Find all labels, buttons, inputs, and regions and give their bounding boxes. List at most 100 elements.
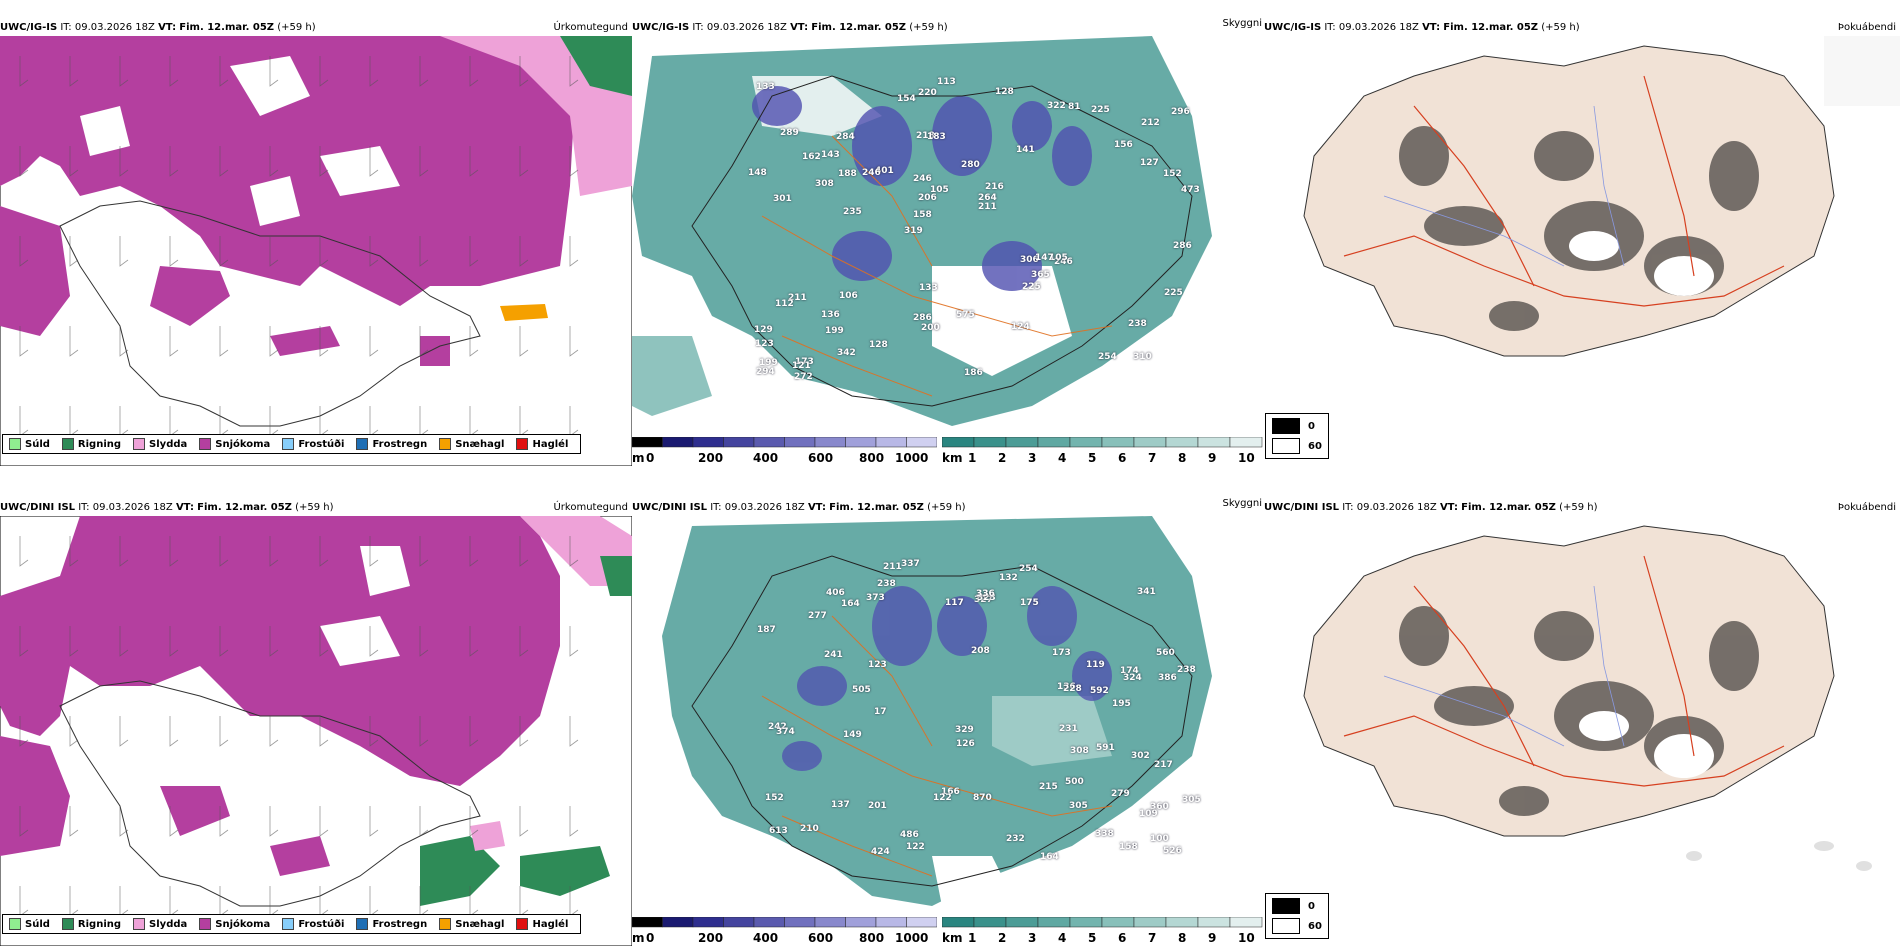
cloud-base-value: 232 (1006, 834, 1025, 844)
fog-legend-label: 0 (1308, 420, 1315, 432)
visibility-tick: 1 (968, 451, 977, 465)
cloud-base-value: 294 (756, 367, 775, 377)
visibility-unit: km (942, 451, 963, 465)
visibility-tick: 6 (1118, 931, 1127, 945)
legend-swatch (282, 438, 295, 450)
colorbar-segment (784, 437, 816, 448)
legend-label: Snæhagl (455, 438, 505, 450)
it-label: IT: (1342, 502, 1354, 513)
cloud-base-value: 305 (1182, 795, 1201, 805)
legend-label: Frostúði (298, 438, 345, 450)
cloud-base-unit: m (632, 451, 645, 465)
visibility-tick: 5 (1088, 931, 1097, 945)
cloud-base-value: 406 (826, 588, 845, 598)
cloud-base-colorbar: m 0 200 400 600 800 1000 (632, 917, 937, 947)
cloud-base-value: 319 (904, 226, 923, 236)
vt-label: VT: (790, 22, 809, 33)
fog-panel-bottom: UWC/DINI ISL IT: 09.03.2026 18Z VT: Fim.… (1264, 494, 1900, 942)
legend-item-sudd: Súld (9, 918, 50, 930)
cloud-base-value: 123 (868, 660, 887, 670)
vt-value: Fim. 12.mar. 05Z (1461, 502, 1556, 513)
product-title: Úrkomutegund (553, 22, 628, 33)
cloud-base-value: 238 (1128, 319, 1147, 329)
it-label: IT: (1324, 22, 1336, 33)
cloud-base-value: 401 (875, 166, 894, 176)
cloud-base-value: 81 (1068, 102, 1081, 112)
legend-swatch (199, 918, 212, 930)
cloud-base-value: 337 (901, 559, 920, 569)
cloud-base-tick: 400 (753, 931, 779, 945)
colorbar-segment (1133, 437, 1167, 448)
colorbar-segment (1101, 437, 1135, 448)
model-name: UWC/IG-IS (1264, 22, 1322, 33)
cloud-base-value: 119 (1086, 660, 1105, 670)
it-label: IT: (692, 22, 704, 33)
product-title: Úrkomutegund (553, 502, 628, 513)
cloud-base-value: 122 (933, 793, 952, 803)
legend-item-rigning: Rigning (61, 438, 121, 450)
cloud-base-value: 215 (1039, 782, 1058, 792)
cloud-base-value: 199 (825, 326, 844, 336)
visibility-tick: 7 (1148, 931, 1157, 945)
cloud-base-tick: 800 (859, 451, 885, 465)
colorbar-segment (973, 437, 1007, 448)
cloud-base-value: 575 (956, 310, 975, 320)
colorbar-segment (723, 917, 755, 928)
cloud-base-value: 158 (1119, 842, 1138, 852)
fog-legend-row: 0 (1272, 898, 1322, 914)
cloud-base-value: 152 (1163, 169, 1182, 179)
visibility-tick: 8 (1178, 931, 1187, 945)
cloud-base-value: 154 (897, 94, 916, 104)
cloud-base-value: 136 (1057, 682, 1076, 692)
cloud-base-value: 166 (941, 787, 960, 797)
legend-swatch (439, 918, 452, 930)
lead-time: (+59 h) (927, 502, 966, 513)
legend-label: Slydda (149, 438, 188, 450)
cloud-base-value: 112 (775, 299, 794, 309)
cloud-base-colorbar-svg (632, 437, 937, 448)
fog-legend-label: 0 (1308, 900, 1315, 912)
legend-label: Haglél (532, 438, 569, 450)
cloud-base-value: 336 (976, 589, 995, 599)
cloud-base-value: 132 (999, 573, 1018, 583)
fog-legend: 0 60 (1265, 893, 1329, 939)
visibility-colorbar-svg (942, 437, 1263, 448)
colorbar-segment (1229, 437, 1263, 448)
vt-label: VT: (175, 502, 194, 513)
legend-label: Snæhagl (455, 918, 505, 930)
cloud-base-value: 308 (815, 179, 834, 189)
fog-map (1303, 36, 1900, 357)
colorbar-segment (942, 917, 975, 928)
visibility-colorbar: km 1 2 3 4 5 6 7 8 9 10 (942, 917, 1264, 947)
colorbar-segment (845, 917, 877, 928)
fog-swatch-black (1272, 418, 1300, 434)
colorbar-segment (942, 437, 975, 448)
cloud-base-value: 238 (877, 579, 896, 589)
cloud-base-value: 225 (1022, 282, 1041, 292)
cloud-base-value: 100 (1150, 834, 1169, 844)
cloud-base-value: 302 (1131, 751, 1150, 761)
cloud-base-value: 117 (945, 598, 964, 608)
lead-time: (+59 h) (295, 502, 334, 513)
cloud-base-value: 113 (937, 77, 956, 87)
fog-legend: 0 60 (1265, 413, 1329, 459)
cloud-base-value: 324 (1123, 673, 1142, 683)
legend-swatch (133, 918, 146, 930)
vt-value: Fim. 12.mar. 05Z (811, 22, 907, 33)
precip-map (0, 36, 632, 466)
legend-label: Snjókoma (215, 918, 271, 930)
legend-item-frostudi: Frostúði (282, 918, 344, 930)
cloud-base-value: 136 (821, 310, 840, 320)
cloud-base-value: 301 (773, 194, 792, 204)
legend-swatch (516, 438, 529, 450)
cloud-base-tick: 200 (698, 931, 724, 945)
cloud-base-value: 246 (913, 174, 932, 184)
cloud-base-value: 254 (1098, 352, 1117, 362)
visibility-tick: 4 (1058, 451, 1067, 465)
legend-item-snaehagl: Snæhagl (439, 438, 504, 450)
colorbar-segment (662, 437, 694, 448)
cloud-base-value: 188 (838, 169, 857, 179)
it-label: IT: (60, 22, 72, 33)
visibility-tick: 3 (1028, 931, 1037, 945)
legend-item-haglel: Haglél (516, 438, 568, 450)
